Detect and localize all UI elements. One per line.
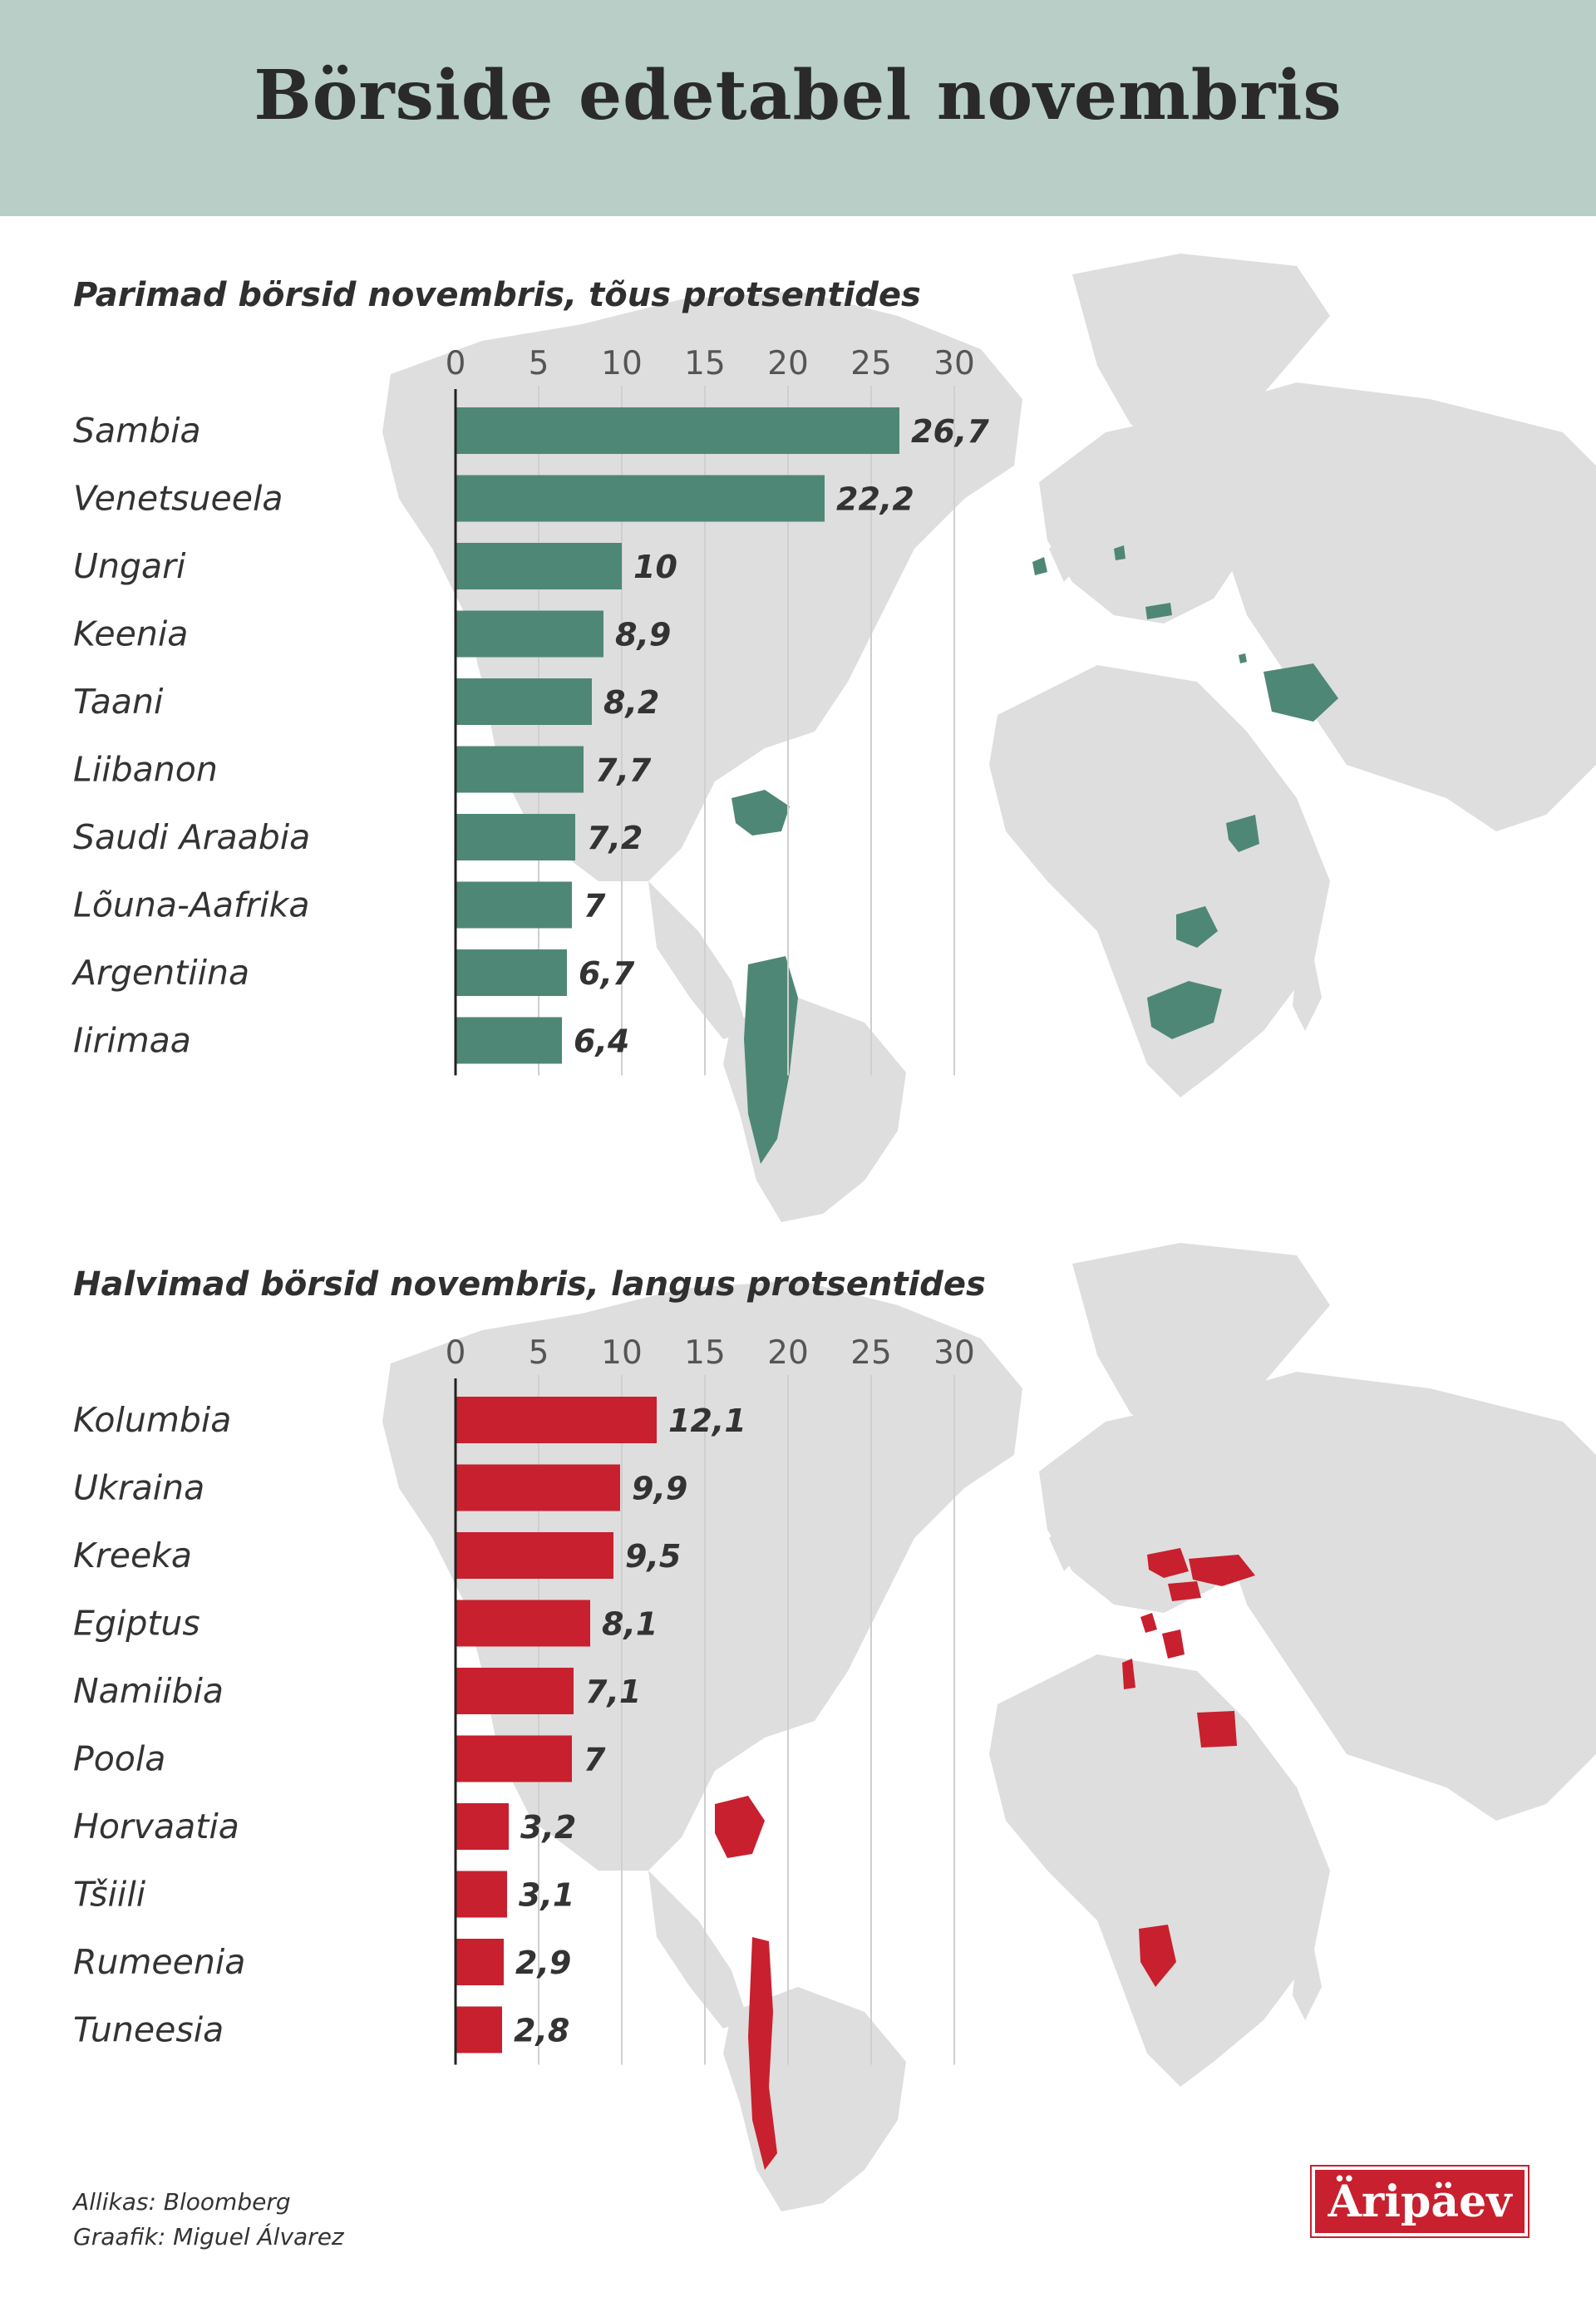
category-label: Ungari <box>73 546 186 586</box>
value-label: 7 <box>584 888 606 924</box>
category-label: Saudi Araabia <box>73 817 310 857</box>
value-label: 8,2 <box>603 684 659 721</box>
category-label: Poola <box>73 1739 165 1779</box>
category-label: Horvaatia <box>73 1807 239 1846</box>
source-text: Allikas: Bloomberg <box>73 2188 291 2216</box>
tick-label: 10 <box>601 345 643 382</box>
best-exchanges-panel: Parimad börsid novembris, tõus protsenti… <box>0 249 1596 1222</box>
bar-poola <box>456 1735 572 1782</box>
bar-argentiina <box>456 949 567 996</box>
category-label: Taani <box>73 682 164 722</box>
bar-venetsueela <box>456 475 825 522</box>
page-title: Börside edetabel novembris <box>254 56 1342 136</box>
category-label: Sambia <box>73 411 201 451</box>
tick-label: 20 <box>767 345 809 382</box>
tick-label: 30 <box>933 1334 975 1372</box>
value-label: 2,9 <box>515 1945 571 1981</box>
bar-ungari <box>456 543 622 589</box>
value-label: 26,7 <box>911 413 989 450</box>
bar-iirimaa <box>456 1017 562 1064</box>
category-label: Namiibia <box>73 1671 224 1711</box>
value-label: 8,9 <box>615 617 671 653</box>
value-label: 22,2 <box>836 481 914 518</box>
category-label: Argentiina <box>71 953 249 993</box>
value-label: 9,9 <box>632 1471 687 1507</box>
tick-label: 0 <box>446 345 466 382</box>
category-label: Lõuna-Aafrika <box>73 885 310 925</box>
tick-label: 20 <box>767 1334 809 1372</box>
tick-label: 5 <box>529 345 549 382</box>
category-label: Kolumbia <box>73 1400 231 1440</box>
value-label: 6,4 <box>574 1023 629 1060</box>
category-label: Egiptus <box>73 1604 200 1644</box>
category-label: Ukraina <box>73 1468 204 1508</box>
tick-label: 15 <box>684 1334 726 1372</box>
value-label: 2,8 <box>514 2013 569 2049</box>
value-label: 3,2 <box>520 1809 576 1846</box>
footer-credits: Allikas: Bloomberg Graafik: Miguel Álvar… <box>73 2185 344 2255</box>
bar-taani <box>456 678 592 725</box>
tick-label: 10 <box>601 1334 643 1372</box>
category-label: Tuneesia <box>73 2010 224 2050</box>
value-label: 12,1 <box>668 1403 746 1439</box>
value-label: 10 <box>633 549 677 585</box>
header-banner: Börside edetabel novembris <box>0 0 1596 216</box>
tick-label: 0 <box>446 1334 466 1372</box>
value-label: 7 <box>584 1742 606 1778</box>
chart-subtitle: Parimad börsid novembris, tõus protsenti… <box>73 276 921 314</box>
category-label: Liibanon <box>73 750 218 790</box>
bar-tšiili <box>456 1871 507 1918</box>
value-label: 9,5 <box>625 1538 681 1575</box>
bar-egiptus <box>456 1600 590 1647</box>
bar-liibanon <box>456 746 584 793</box>
best-bar-chart: 0 5 10 15 20 25 30 Sambia 26,7 Venetsueela 22,2 Ung… <box>71 345 989 1076</box>
value-label: 7,1 <box>585 1674 641 1710</box>
worst-bar-chart: 0 5 10 15 20 25 30 Kolumbia 12,1 Ukraina 9,9 Kreeka… <box>73 1334 975 2065</box>
bar-sambia <box>456 407 899 454</box>
tick-label: 25 <box>850 345 892 382</box>
tick-label: 30 <box>933 345 975 382</box>
bar-horvaatia <box>456 1803 509 1850</box>
worst-exchanges-panel: Halvimad börsid novembris, langus protse… <box>0 1239 1596 2211</box>
bar-kolumbia <box>456 1397 657 1443</box>
bar-saudi araabia <box>456 814 575 860</box>
value-label: 7,7 <box>595 752 652 789</box>
value-label: 8,1 <box>602 1606 658 1643</box>
credit-text: Graafik: Miguel Álvarez <box>73 2223 344 2250</box>
tick-label: 25 <box>850 1334 892 1372</box>
bar-keenia <box>456 610 603 658</box>
value-label: 3,1 <box>519 1877 574 1914</box>
category-label: Iirimaa <box>73 1021 191 1061</box>
bar-ukraina <box>456 1464 620 1511</box>
tick-label: 15 <box>684 345 726 382</box>
bar-kreeka <box>456 1532 613 1579</box>
logo-text: Äripäev <box>1328 2176 1512 2227</box>
bar-lõuna-aafrika <box>456 881 572 929</box>
category-label: Kreeka <box>73 1536 192 1575</box>
value-label: 6,7 <box>579 955 635 992</box>
bar-rumeenia <box>456 1939 504 1985</box>
bar-tuneesia <box>456 2006 502 2053</box>
category-label: Keenia <box>73 614 188 654</box>
value-label: 7,2 <box>587 820 643 856</box>
bar-namiibia <box>456 1668 574 1714</box>
chart-subtitle: Halvimad börsid novembris, langus protse… <box>73 1265 986 1304</box>
category-label: Rumeenia <box>73 1942 245 1982</box>
category-label: Tšiili <box>73 1875 146 1915</box>
aripaev-logo: Äripäev <box>1310 2165 1530 2238</box>
tick-label: 5 <box>529 1334 549 1372</box>
category-label: Venetsueela <box>73 479 283 519</box>
